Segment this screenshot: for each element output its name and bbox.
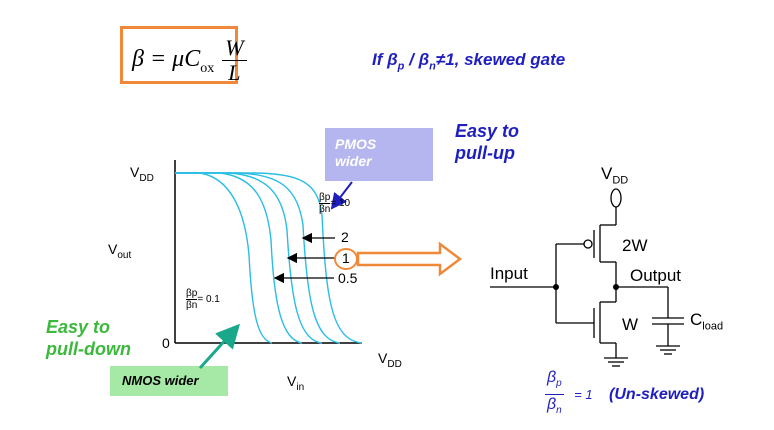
skew-note-mid: / β	[404, 50, 430, 69]
pmos-line2: wider	[335, 153, 372, 169]
nmos-arrow	[198, 323, 241, 370]
nmos-size-label: W	[622, 315, 639, 334]
skew-note-p: p	[397, 60, 405, 73]
nmos-wider-box	[110, 366, 228, 396]
ratio-high-label: βp βn = 10	[319, 192, 351, 215]
beta-formula: β = μCox W L	[132, 36, 247, 85]
formula-sub: ox	[200, 60, 215, 76]
nmos-wider-label: NMOS wider	[122, 373, 199, 388]
curve-ratio-10	[175, 172, 363, 344]
inverter-circuit	[490, 188, 684, 367]
ratio-1-label: 1	[342, 250, 350, 266]
zero-label: 0	[162, 335, 170, 351]
curve-ratio-01	[175, 172, 273, 344]
curve-ratio-05	[175, 172, 303, 344]
ratio-2-label: 2	[341, 229, 349, 245]
curve-ratio-1	[175, 172, 323, 344]
vdd-label: VDD	[601, 164, 629, 187]
skew-note: If βp / βn≠1, skewed gate	[372, 50, 565, 72]
ratio-low-label: βp βn = 0.1	[186, 288, 220, 311]
pmos-arrow	[330, 181, 353, 210]
pulldown-line1: Easy to	[46, 317, 111, 337]
input-label: Input	[490, 264, 528, 283]
easy-pulldown-label: Easy to pull-down	[46, 316, 131, 360]
formula-box	[120, 26, 238, 84]
pmos-bubble	[583, 239, 593, 249]
vtc-curves	[175, 172, 363, 344]
cload-label: Cload	[690, 310, 724, 333]
skew-note-post: ≠1, skewed gate	[435, 50, 566, 69]
pmos-size-label: 2W	[622, 236, 648, 255]
formula-lhs: β = μC	[132, 46, 201, 73]
input-node	[553, 284, 559, 290]
pmos-wider-box	[325, 128, 433, 181]
formula-den: L	[228, 60, 241, 85]
formula-fraction: W L	[222, 36, 247, 85]
pmos-wider-label: PMOS wider	[335, 136, 376, 170]
y-top-label: VDD	[130, 164, 154, 184]
output-label: Output	[630, 266, 682, 285]
curve-ratio-2	[175, 172, 341, 344]
ratio-05-label: 0.5	[338, 270, 358, 286]
pmos-line1: PMOS	[335, 136, 377, 152]
x-right-label: VDD	[378, 350, 402, 370]
pullup-line1: Easy to	[455, 121, 520, 141]
pullup-line2: pull-up	[455, 143, 515, 163]
skew-note-n: n	[429, 60, 436, 73]
skew-note-pre: If β	[372, 50, 398, 69]
easy-pullup-label: Easy to pull-up	[455, 120, 519, 164]
y-axis-label: Vout	[108, 241, 132, 261]
pulldown-line2: pull-down	[46, 339, 131, 359]
x-axis-label: Vin	[287, 373, 305, 393]
output-node	[613, 284, 619, 290]
ratio-caption: βp βn = 1 (Un-skewed)	[545, 369, 705, 417]
vdd-node	[610, 188, 622, 208]
formula-num: W	[222, 36, 247, 61]
big-arrow	[356, 241, 463, 277]
